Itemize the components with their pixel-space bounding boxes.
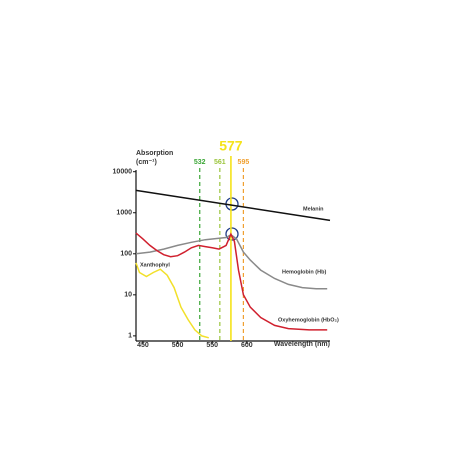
highlight-circle [225, 227, 239, 241]
wavelength-label: 577 [219, 138, 243, 154]
wavelength-label: 532 [194, 159, 206, 166]
x-tick-label: 550 [206, 342, 218, 349]
series-line [135, 262, 209, 339]
series-label: Xanthophyl [140, 262, 170, 268]
y-tick-label: 10 [124, 292, 132, 299]
y-tick-label: 100 [120, 251, 132, 258]
series-line [135, 233, 328, 290]
series-label: Oxyhemoglobin (HbO₂) [278, 317, 339, 323]
series-line [135, 232, 328, 331]
y-tick-label: 1000 [116, 210, 132, 217]
x-tick-label: 500 [172, 342, 184, 349]
y-tick-label: 1 [128, 333, 132, 340]
y-axis-unit: (cm⁻¹) [136, 159, 157, 166]
series-line [135, 189, 331, 222]
y-tick-label: 10000 [113, 169, 133, 176]
wavelength-label: 561 [214, 159, 226, 166]
x-axis-label: Wavelength (nm) [274, 341, 330, 348]
series-label: Hemoglobin (Hb) [282, 269, 326, 275]
x-tick-label: 450 [137, 342, 149, 349]
x-tick-label: 600 [241, 342, 253, 349]
wavelength-label: 595 [238, 159, 250, 166]
y-axis-label: Absorption [136, 150, 173, 157]
series-label: Melanin [303, 206, 324, 212]
